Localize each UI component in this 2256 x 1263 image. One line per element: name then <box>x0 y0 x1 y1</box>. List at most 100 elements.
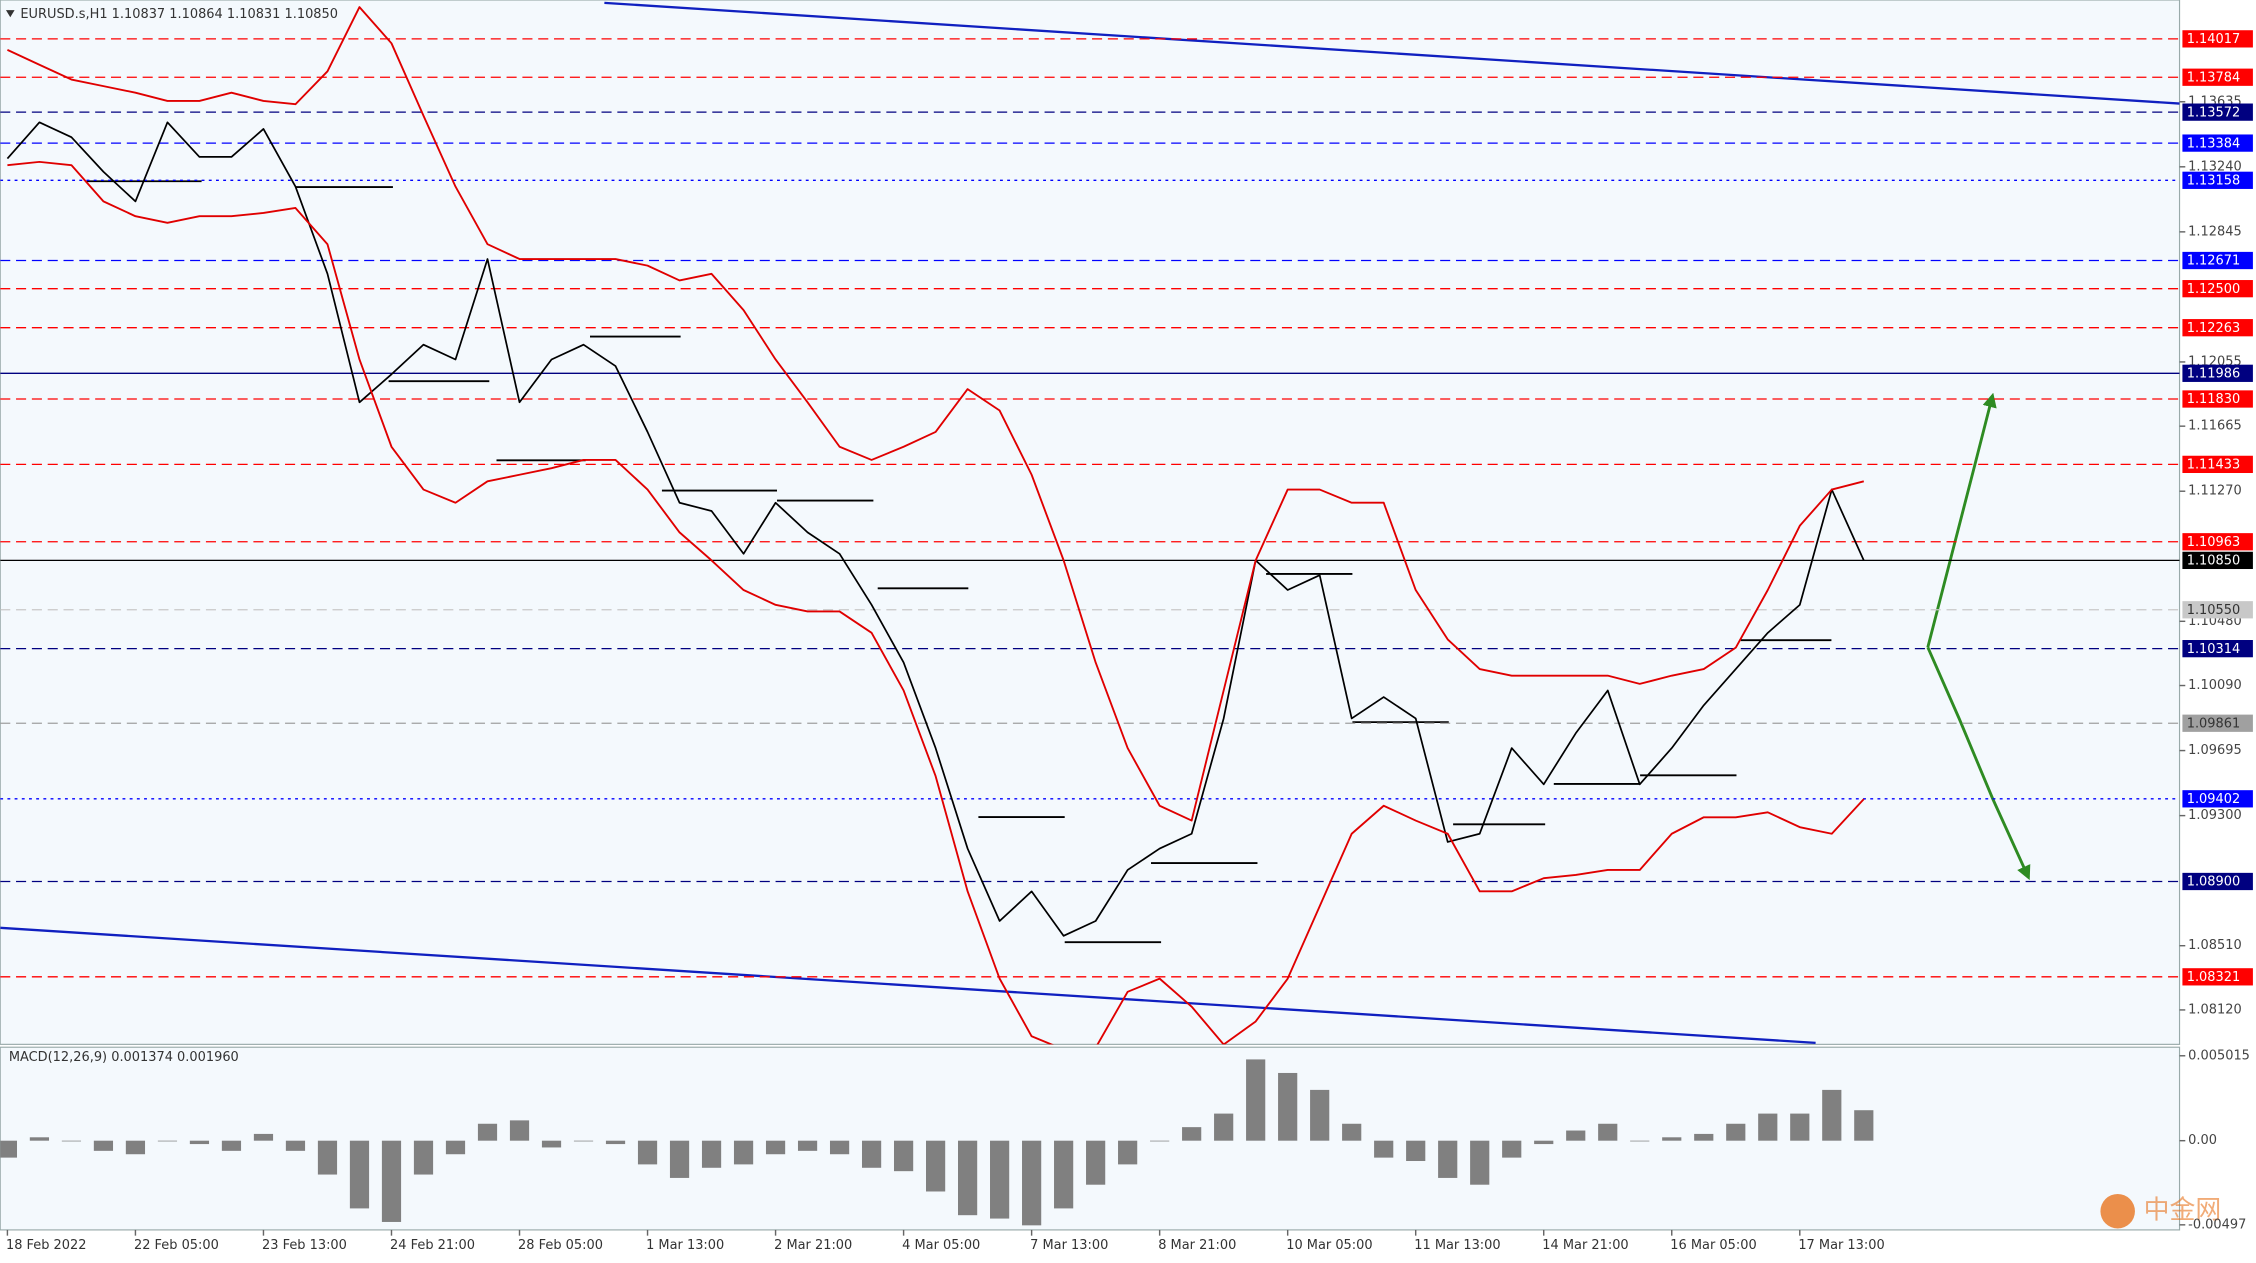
level-label-box <box>2182 171 2253 189</box>
level-label: 1.13384 <box>2187 136 2241 151</box>
macd-bar <box>1214 1113 1234 1141</box>
level-label: 1.14017 <box>2187 32 2241 47</box>
y-tick-label: 1.11665 <box>2188 419 2242 434</box>
macd-bar <box>445 1140 466 1155</box>
macd-bar <box>958 1140 978 1216</box>
x-tick-label: 24 Feb 21:00 <box>390 1238 475 1253</box>
level-label: 1.11830 <box>2187 392 2241 407</box>
level-label-box <box>2182 455 2253 474</box>
macd-bar <box>285 1140 306 1151</box>
price-pane <box>0 0 2181 1045</box>
macd-bar <box>701 1140 722 1168</box>
macd-bar <box>125 1140 146 1155</box>
x-tick-label: 28 Feb 05:00 <box>518 1238 603 1253</box>
y-tick-label: -0.00497 <box>2188 1217 2246 1232</box>
macd-bar <box>93 1140 114 1151</box>
macd-title: MACD(12,26,9) 0.001374 0.001960 <box>9 1050 239 1065</box>
x-tick-label: 16 Mar 05:00 <box>1670 1238 1756 1253</box>
scenario-arrow <box>1926 646 2031 881</box>
watermark: 中金网 <box>2144 1196 2222 1226</box>
macd-bar <box>1022 1140 1042 1226</box>
level-label-box <box>2182 68 2253 86</box>
macd-bar <box>1310 1089 1330 1141</box>
level-label-box <box>2182 533 2253 551</box>
macd-bar <box>733 1140 754 1165</box>
macd-bar <box>157 1140 178 1142</box>
x-tick-label: 7 Mar 13:00 <box>1030 1238 1108 1253</box>
level-label-box <box>2182 390 2253 408</box>
macd-bar <box>253 1133 274 1141</box>
macd-bar <box>573 1140 594 1142</box>
macd-bar <box>1374 1140 1394 1158</box>
macd-bar <box>669 1140 690 1178</box>
level-label-box <box>2182 364 2253 382</box>
level-label-box <box>2182 134 2253 152</box>
level-label-box <box>2182 714 2253 732</box>
x-tick-label: 23 Feb 13:00 <box>262 1238 347 1253</box>
level-label-box <box>2182 968 2253 986</box>
level-label: 1.08321 <box>2187 970 2241 985</box>
level-label: 1.08900 <box>2187 875 2241 890</box>
macd-bar <box>1342 1123 1362 1141</box>
level-label: 1.10850 <box>2187 554 2241 569</box>
level-label-box <box>2182 640 2253 658</box>
macd-layer <box>0 1059 1874 1226</box>
macd-bar <box>1502 1140 1522 1158</box>
macd-bar <box>1438 1140 1458 1178</box>
level-label: 1.11986 <box>2187 367 2241 382</box>
macd-bar <box>413 1140 434 1175</box>
macd-bar <box>1822 1089 1842 1141</box>
macd-bar <box>381 1140 402 1222</box>
macd-bar <box>1566 1130 1586 1141</box>
y-tick-label: 1.08120 <box>2188 1002 2242 1017</box>
chart-title: EURUSD.s,H1 1.10837 1.10864 1.10831 1.10… <box>20 7 338 22</box>
macd-bar <box>61 1140 82 1142</box>
macd-bar <box>1790 1113 1810 1141</box>
macd-bar <box>1086 1140 1106 1185</box>
macd-bar <box>477 1123 498 1141</box>
level-label: 1.13158 <box>2187 174 2241 189</box>
macd-bar <box>1534 1140 1554 1145</box>
x-tick-label: 18 Feb 2022 <box>6 1238 87 1253</box>
macd-bar <box>1662 1137 1682 1141</box>
macd-bar <box>1470 1140 1490 1185</box>
level-label: 1.10550 <box>2187 603 2241 618</box>
level-label-box <box>2182 601 2253 619</box>
macd-bar <box>1726 1123 1746 1141</box>
macd-pane <box>0 1046 2181 1231</box>
y-tick-label: 1.11270 <box>2188 484 2242 499</box>
y-tick-label: 1.09300 <box>2188 808 2242 823</box>
macd-bar <box>1406 1140 1426 1162</box>
level-label: 1.12671 <box>2187 254 2241 269</box>
macd-bar <box>349 1140 370 1209</box>
x-tick-label: 2 Mar 21:00 <box>774 1238 852 1253</box>
level-label-box <box>2182 872 2253 891</box>
y-tick-label: 1.09695 <box>2188 743 2242 758</box>
trendline <box>604 1 2180 105</box>
level-label: 1.09402 <box>2187 792 2241 807</box>
bollinger-band <box>7 6 1865 822</box>
y-tick-label: 0.005015 <box>2188 1048 2250 1063</box>
level-label: 1.13784 <box>2187 70 2241 85</box>
macd-bar <box>0 1140 18 1158</box>
level-label: 1.10314 <box>2187 642 2241 657</box>
macd-bar <box>1758 1113 1778 1141</box>
macd-bar <box>1150 1140 1170 1142</box>
macd-bar <box>1694 1133 1714 1141</box>
x-tick-label: 22 Feb 05:00 <box>134 1238 219 1253</box>
x-tick-label: 1 Mar 13:00 <box>646 1238 724 1253</box>
macd-bar <box>925 1140 946 1192</box>
level-label-box <box>2182 551 2253 570</box>
level-label-box <box>2182 280 2253 298</box>
level-label-box <box>2182 30 2253 48</box>
macd-bar <box>829 1140 850 1155</box>
macd-bar <box>1054 1140 1074 1209</box>
scenario-arrow <box>1926 392 1997 648</box>
level-label: 1.12500 <box>2187 282 2241 297</box>
macd-bar <box>189 1140 210 1145</box>
x-tick-label: 14 Mar 21:00 <box>1542 1238 1628 1253</box>
macd-bar <box>990 1140 1010 1219</box>
macd-bar <box>29 1137 50 1141</box>
x-tick-label: 17 Mar 13:00 <box>1798 1238 1884 1253</box>
